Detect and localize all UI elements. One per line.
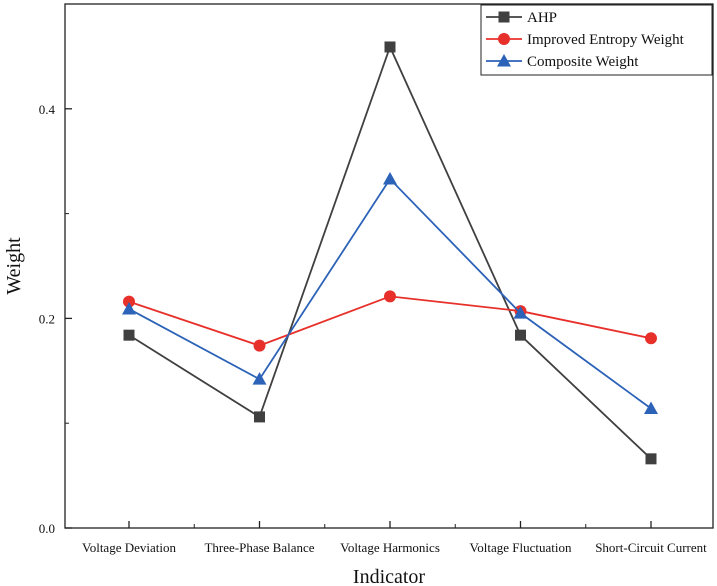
legend-marker	[497, 54, 511, 67]
y-axis: 0.0 0.2 0.4	[39, 102, 72, 536]
data-point	[513, 306, 528, 319]
y-tick-label: 0.0	[39, 521, 55, 536]
x-tick-label: Short-Circuit Current	[595, 540, 707, 555]
y-tick-label: 0.4	[39, 102, 56, 117]
y-axis-title: Weight	[3, 237, 25, 295]
x-axis: Voltage Deviation Three-Phase Balance Volt…	[82, 521, 707, 555]
legend-label: Composite Weight	[527, 54, 639, 70]
data-point	[123, 329, 135, 341]
data-point	[252, 372, 267, 385]
data-point	[384, 41, 396, 53]
legend-marker	[498, 11, 510, 23]
data-point	[515, 329, 526, 341]
legend: AHP Improved Entropy Weight Composite Weig…	[480, 4, 713, 76]
data-point	[384, 290, 396, 303]
x-tick-label: Three-Phase Balance	[204, 540, 314, 555]
x-tick-label: Voltage Harmonics	[340, 540, 440, 555]
data-point	[645, 332, 657, 345]
data-point	[254, 411, 265, 423]
x-tick-label: Voltage Fluctuation	[470, 540, 572, 555]
y-tick-label: 0.2	[39, 311, 55, 326]
x-axis-title: Indicator	[353, 566, 426, 586]
x-tick-label: Voltage Deviation	[82, 540, 176, 555]
data-point	[253, 339, 266, 352]
plot-area-frame	[64, 3, 714, 529]
legend-label: AHP	[527, 10, 557, 26]
series-layer	[122, 41, 658, 465]
data-point	[383, 172, 397, 185]
series-line	[128, 44, 652, 460]
legend-marker	[498, 33, 510, 45]
data-point	[122, 301, 136, 315]
legend-label: Improved Entropy Weight	[527, 32, 685, 48]
series-line	[128, 295, 652, 347]
data-point	[644, 401, 658, 415]
data-point	[645, 453, 657, 465]
data-point	[123, 295, 135, 308]
